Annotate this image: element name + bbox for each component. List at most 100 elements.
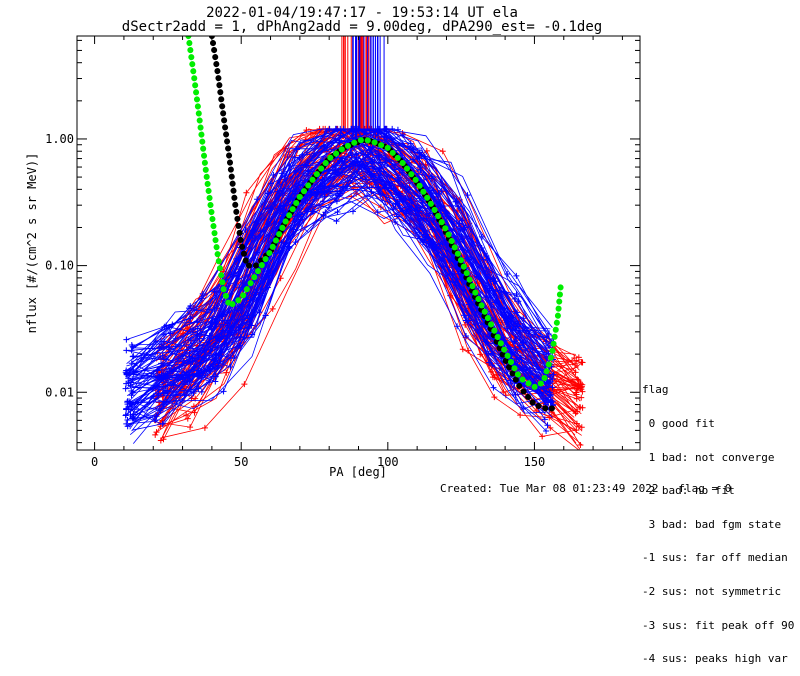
trace-point (520, 406, 527, 413)
trace-point (122, 385, 129, 392)
trace-point (491, 374, 498, 381)
trace-point (513, 272, 520, 279)
trace-point (332, 162, 339, 169)
trace-point (172, 335, 179, 342)
trace-point (478, 233, 485, 240)
trace-point (511, 338, 518, 345)
trace-point (578, 383, 585, 390)
trace-point (543, 428, 550, 435)
trace-point (297, 166, 304, 173)
trace-point (543, 383, 550, 390)
trace-point (501, 309, 508, 316)
trace-point (209, 365, 216, 372)
trace-point (198, 388, 205, 395)
trace-point (423, 215, 430, 222)
trace-point (296, 154, 303, 161)
trace-point (280, 206, 287, 213)
trace-point (491, 394, 498, 401)
trace-point (183, 412, 190, 419)
spectrum-trace (133, 178, 553, 419)
legend-entry: -1 sus: far off median (642, 551, 788, 565)
trace-point (206, 352, 213, 359)
trace-point (218, 333, 225, 340)
trace-point (459, 236, 466, 243)
trace-point (325, 185, 332, 192)
trace-point (305, 168, 312, 175)
trace-point (334, 208, 341, 215)
trace-point (179, 398, 186, 405)
legend-entry: 0 good fit (642, 417, 715, 431)
trace-point (130, 415, 137, 422)
spectrum-trace (125, 128, 549, 384)
trace-point (517, 412, 524, 419)
trace-point (264, 284, 271, 291)
trace-point (466, 296, 473, 303)
trace-point (428, 173, 435, 180)
trace-point (123, 380, 130, 387)
axes: 0 50 100 150 0.01 0.10 1.00 (45, 36, 640, 469)
y-tick-label: 0.10 (45, 259, 74, 273)
chart-subtitle: dSectr2add = 1, dPhAng2add = 9.00deg, dP… (122, 19, 602, 35)
trace-point (317, 181, 324, 188)
trace-point (152, 338, 159, 345)
trace-point (349, 208, 356, 215)
trace-point (392, 166, 399, 173)
trace-point (425, 238, 432, 245)
trace-point (579, 388, 586, 395)
trace-layer (122, 36, 586, 450)
trace-point (439, 148, 446, 155)
fit-curves (185, 36, 564, 413)
trace-point (573, 420, 580, 427)
trace-point (249, 331, 256, 338)
trace-point (578, 394, 585, 401)
legend-entry: -4 sus: peaks high var (642, 652, 788, 666)
spectrum-trace (128, 128, 549, 377)
trace-point (517, 342, 524, 349)
trace-point (208, 319, 215, 326)
trace-point (123, 420, 130, 427)
y-tick-label: 1.00 (45, 132, 74, 146)
trace-point (154, 374, 161, 381)
trace-point (515, 356, 522, 363)
trace-point (279, 187, 286, 194)
trace-point (235, 275, 242, 282)
chart: 2022-01-04/19:47:17 - 19:53:14 UT ela dS… (25, 5, 641, 479)
trace-point (245, 325, 252, 332)
trace-point (394, 213, 401, 220)
trace-point (237, 333, 244, 340)
trace-point (416, 229, 423, 236)
trace-point (128, 360, 135, 367)
trace-point (490, 278, 497, 285)
x-axis-label: PA [deg] (329, 465, 387, 479)
trace-point (576, 404, 583, 411)
trace-point (539, 433, 546, 440)
trace-point (129, 389, 136, 396)
spectra-traces (122, 36, 586, 450)
trace-point (545, 331, 552, 338)
trace-point (382, 125, 389, 132)
x-tick-label: 0 (91, 455, 98, 469)
trace-point (241, 381, 248, 388)
trace-point (545, 350, 552, 357)
trace-point (464, 255, 471, 262)
trace-point (578, 424, 585, 431)
spectrum-trace (125, 128, 547, 377)
y-axis-label: nflux [#/(cm^2 s sr MeV)] (25, 153, 39, 334)
trace-point (152, 431, 159, 438)
spectrum-trace (125, 180, 554, 421)
trace-point (477, 351, 484, 358)
trace-point (125, 405, 132, 412)
trace-point (278, 170, 285, 177)
fit-layer (185, 36, 564, 413)
x-tick-label: 150 (524, 455, 546, 469)
trace-point (195, 372, 202, 379)
trace-point (547, 424, 554, 431)
trace-point (408, 196, 415, 203)
trace-point (438, 187, 445, 194)
trace-point (184, 415, 191, 422)
trace-point (333, 218, 340, 225)
trace-point (195, 367, 202, 374)
flag-legend: flag 0 good fit 1 bad: not converge 2 ba… (642, 362, 794, 676)
trace-point (463, 332, 470, 339)
trace-point (243, 189, 250, 196)
